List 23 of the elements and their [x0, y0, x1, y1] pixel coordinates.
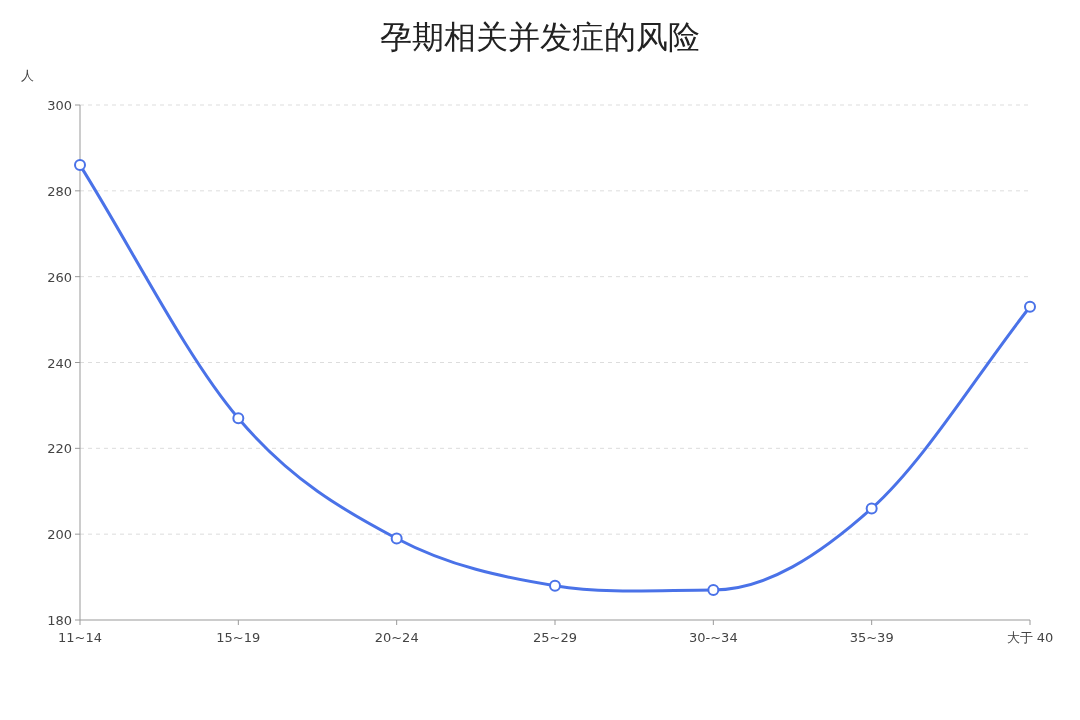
x-tick-label: 30-~34: [689, 630, 738, 645]
x-tick-label: 35~39: [849, 630, 894, 645]
point: [74, 159, 86, 172]
chart-title: 孕期相关并发症的风险: [380, 18, 700, 56]
point: [707, 583, 720, 596]
point: [1024, 300, 1036, 313]
point: [390, 532, 403, 545]
x-tick-label: 20~24: [374, 630, 419, 645]
y-tick-label: 240: [47, 355, 72, 371]
y-tick-label: 260: [47, 269, 72, 285]
y-tick-label: 200: [47, 527, 72, 543]
y-tick-label: 280: [47, 183, 72, 199]
x-tick-label: 大于 40: [1006, 630, 1054, 645]
y-tick-label: 180: [47, 613, 72, 628]
y-tick-label: 300: [47, 98, 72, 113]
x-tick-label: 25~29: [533, 630, 577, 645]
y-tick-label: 220: [47, 441, 72, 457]
x-tick-label: 11~14: [58, 630, 102, 645]
x-tick-label: 15~19: [216, 630, 261, 645]
point: [549, 579, 561, 592]
y-axis-title: 人: [20, 68, 34, 83]
point: [232, 412, 245, 425]
point: [865, 502, 878, 515]
